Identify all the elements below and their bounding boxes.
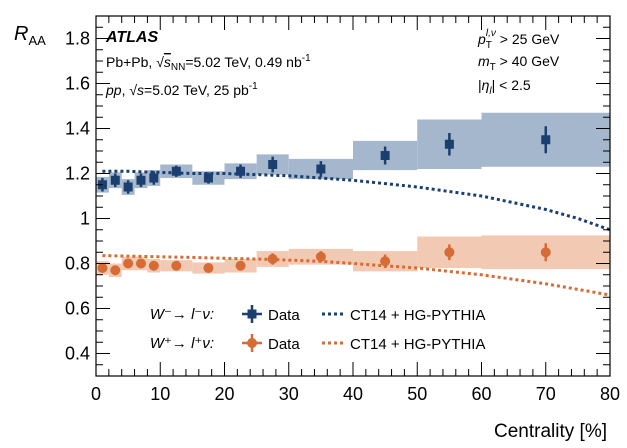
data-point (236, 166, 246, 176)
y-tick-label: 1 (80, 209, 90, 229)
x-tick-label: 80 (600, 384, 620, 404)
legend-model-label: CT14 + HG-PYTHIA (350, 307, 485, 324)
y-tick-label: 0.8 (65, 254, 90, 274)
y-axis: 0.4 0.6 0.8 1 1.2 1.4 1.6 1.8 (65, 15, 610, 377)
info-line-2: pp, √s=5.02 TeV, 25 pb-1 (105, 81, 258, 98)
data-point (149, 173, 159, 183)
y-tick-label: 1.2 (65, 164, 90, 184)
y-tick-label: 1.6 (65, 74, 90, 94)
x-axis: 0 10 20 30 40 50 60 70 80 (91, 16, 620, 404)
cut-pt: pTl,ν > 25 GeV (477, 28, 560, 51)
legend-marker (247, 309, 257, 319)
data-point (316, 164, 326, 174)
cut-eta: |ηl| < 2.5 (478, 77, 531, 97)
data-point (123, 182, 133, 192)
model-curves (102, 169, 611, 297)
data-point (540, 247, 551, 258)
data-point (444, 247, 455, 258)
legend-process-label: W⁺→ l⁺ν: (150, 335, 214, 352)
data-point (444, 139, 454, 149)
y-tick-label: 0.6 (65, 299, 90, 319)
data-point (110, 175, 120, 185)
y-axis-title: RAA (14, 23, 46, 48)
x-tick-label: 60 (471, 384, 491, 404)
x-tick-label: 30 (279, 384, 299, 404)
data-point (123, 258, 134, 269)
data-point (97, 263, 108, 273)
data-points (97, 126, 551, 276)
x-tick-label: 70 (536, 384, 556, 404)
y-tick-label: 1.8 (65, 29, 90, 49)
legend-data-label: Data (268, 307, 300, 324)
data-point (315, 251, 326, 262)
data-point (135, 258, 146, 269)
experiment-label: ATLAS (105, 29, 158, 46)
model-curve (102, 254, 611, 297)
legend-data-label: Data (268, 336, 300, 353)
x-tick-label: 10 (150, 384, 170, 404)
info-line-1: Pb+Pb, √sNN=5.02 TeV, 0.49 nb-1 (106, 53, 311, 73)
data-point (171, 166, 181, 176)
data-point (203, 263, 214, 273)
data-point (380, 151, 390, 160)
legend: W⁻→ l⁻ν: Data CT14 + HG-PYTHIA W⁺→ l⁺ν: Data… (150, 305, 485, 353)
data-point (235, 260, 246, 271)
data-point (171, 260, 182, 271)
x-tick-label: 20 (214, 384, 234, 404)
legend-process-label: W⁻→ l⁻ν: (150, 306, 214, 323)
data-point (268, 160, 278, 169)
x-axis-title: Centrality [%] (494, 421, 607, 442)
x-tick-label: 50 (407, 384, 427, 404)
legend-marker (247, 338, 257, 348)
data-point (148, 260, 159, 271)
data-point (110, 265, 121, 276)
model-curve (102, 169, 611, 232)
legend-model-label: CT14 + HG-PYTHIA (350, 336, 485, 353)
data-point (541, 135, 551, 145)
data-point (136, 175, 146, 185)
data-point (267, 254, 278, 264)
x-tick-label: 0 (91, 384, 101, 404)
info-text-left: ATLAS Pb+Pb, √sNN=5.02 TeV, 0.49 nb-1 pp… (105, 29, 311, 98)
y-tick-label: 1.4 (65, 119, 90, 139)
uncertainty-bands (96, 112, 610, 277)
y-tick-label: 0.4 (65, 344, 90, 364)
info-text-right: pTl,ν > 25 GeV mT > 40 GeV |ηl| < 2.5 (477, 28, 560, 97)
x-tick-label: 40 (343, 384, 363, 404)
cut-mt: mT > 40 GeV (478, 53, 560, 73)
data-point (380, 256, 391, 267)
data-point (203, 173, 213, 183)
